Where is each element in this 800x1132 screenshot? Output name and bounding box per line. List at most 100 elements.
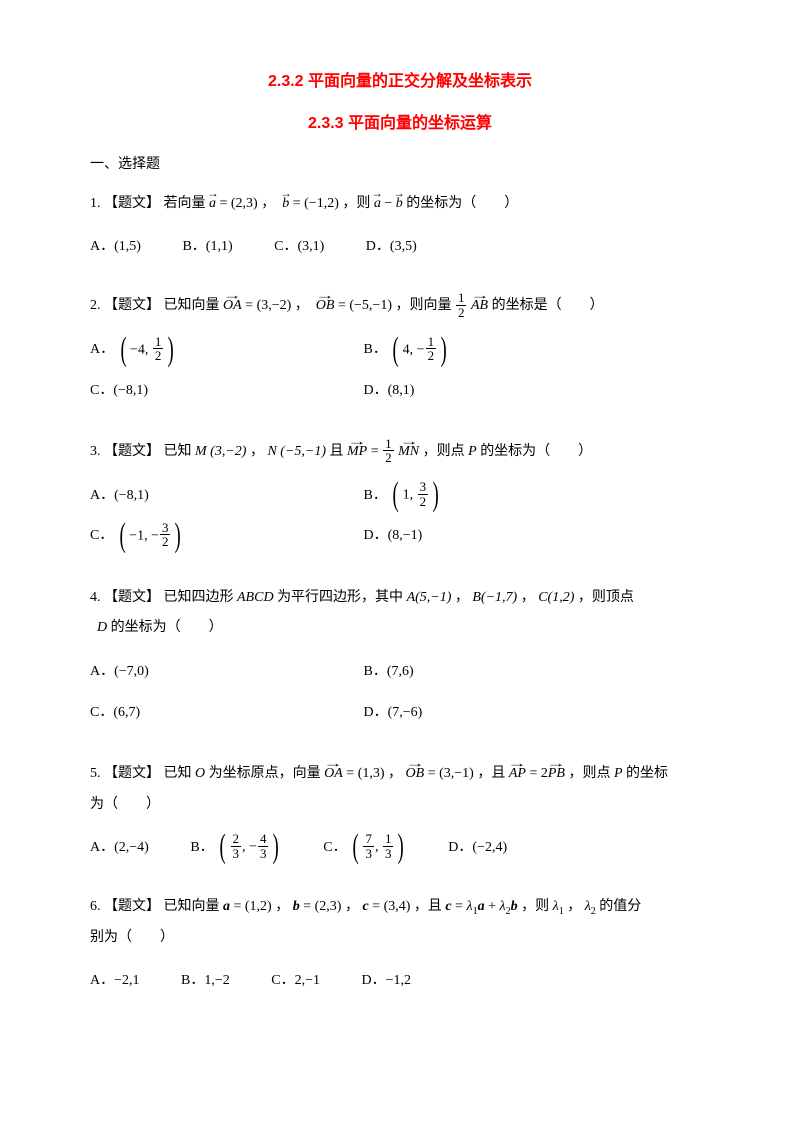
q1-optB-val: (1,1) [206, 239, 233, 254]
q6-bval: = (2,3) [300, 899, 342, 914]
page-title-2: 2.3.3 平面向量的坐标运算 [90, 112, 710, 136]
q3-optC-label: C． [90, 528, 113, 543]
q2-OA-val: = (3,−2) [245, 298, 291, 313]
q2-tag: 【题文】 [104, 298, 160, 313]
q4-C: C(1,2) [538, 590, 574, 605]
q5-P: P [614, 766, 623, 781]
q1-optC-label: C． [274, 239, 297, 254]
q3-eq: = [371, 444, 382, 459]
d2: 3 [258, 846, 269, 861]
q6-stem: 6. 【题文】 已知向量 a = (1,2) ， b = (2,3) ， c =… [90, 892, 710, 954]
q2-optA-inner: −4, [130, 342, 152, 357]
q6-options: A．−2,1 B．1,−2 C．2,−1 D．−1,2 [90, 964, 710, 998]
eqsym: = [452, 899, 467, 914]
q3-optA: A．(−8,1) [90, 478, 360, 514]
q5b-f1: 23 [231, 832, 242, 860]
q6-s4: ，且 [414, 899, 442, 914]
q4-s5: ，则顶点 [578, 590, 634, 605]
q2-frac-num: 1 [456, 291, 467, 305]
q6-s6: ， [567, 899, 581, 914]
q6-optB: B．1,−2 [181, 964, 230, 998]
q4-optB: B．(7,6) [364, 654, 414, 690]
q2-optA: A． (−4, 12) [90, 332, 360, 368]
q6-optA-label: A． [90, 973, 114, 988]
q1-optD-label: D． [366, 239, 390, 254]
vec-PB-icon: PB [548, 759, 565, 790]
vec-OB2-icon: OB [406, 759, 425, 790]
q4-s1: 已知四边形 [164, 590, 234, 605]
q5-s4: ，且 [477, 766, 505, 781]
plus: + [485, 899, 500, 914]
vec-OA-icon: OA [223, 291, 242, 322]
q6-optB-val: 1,−2 [204, 973, 229, 988]
q4-optD-val: (7,−6) [388, 705, 423, 720]
q6-num: 6. [90, 899, 101, 914]
q6-s7: 的值分 [599, 899, 641, 914]
vec-AP-icon: AP [509, 759, 526, 790]
n4: 1 [383, 832, 394, 846]
vec-a2-icon: a [374, 189, 381, 220]
q4-optC-val: (6,7) [113, 705, 140, 720]
q1-num: 1. [90, 196, 101, 211]
q2-OB-val: = (−5,−1) [338, 298, 392, 313]
q3-optD-label: D． [364, 528, 388, 543]
q3-fn: 1 [383, 437, 394, 451]
q5-num: 5. [90, 766, 101, 781]
q6-sub1: 1 [559, 906, 564, 917]
q1-optC-val: (3,1) [297, 239, 324, 254]
q3-N: N (−5,−1) [267, 444, 326, 459]
a2: a [478, 899, 485, 914]
q6-optD-label: D． [362, 973, 386, 988]
q1-s4: 的坐标为（ ） [406, 196, 518, 211]
q1-stem: 1. 【题文】 若向量 a = (2,3) ， b = (−1,2) ，则 a … [90, 189, 710, 220]
q4-optD-label: D． [364, 705, 388, 720]
q1-optB-label: B． [182, 239, 205, 254]
q4-B: B(−1,7) [472, 590, 517, 605]
d4: 3 [383, 846, 394, 861]
q4-optA-label: A． [90, 664, 114, 679]
q6-a: a [223, 899, 230, 914]
q4-optB-val: (7,6) [387, 664, 414, 679]
q2-optB: B． (4, −12) [364, 332, 450, 368]
q4-D: D [97, 620, 107, 635]
q4-row2: C．(6,7) D．(7,−6) [90, 695, 710, 731]
q2-s3: ，则向量 [395, 298, 451, 313]
q5c-f1: 73 [363, 832, 374, 860]
q1-optB: B．(1,1) [182, 230, 232, 264]
q4-row1: A．(−7,0) B．(7,6) [90, 654, 710, 690]
q5-optB: B． (23, −43) [190, 831, 281, 865]
q5-optC: C． (73, 13) [323, 831, 407, 865]
q3-optB-label: B． [364, 488, 387, 503]
q5-OA-val: = (1,3) [343, 766, 385, 781]
vec-a-icon: a [209, 189, 216, 220]
q2-frac-den: 2 [456, 305, 467, 320]
q2-frac: 12 [456, 291, 467, 319]
q2-row1: A． (−4, 12) B． (4, −12) [90, 332, 710, 368]
q3-optD: D．(8,−1) [364, 518, 423, 554]
q4-optD: D．(7,−6) [364, 695, 423, 731]
q1-s1: 若向量 [164, 196, 206, 211]
q4-optB-label: B． [364, 664, 387, 679]
q3-s4: ，则点 [423, 444, 465, 459]
q3-optB-inner: 1, [403, 488, 417, 503]
q1-options: A．(1,5) B．(1,1) C．(3,1) D．(3,5) [90, 230, 710, 264]
q2-optA-label: A． [90, 342, 114, 357]
question-1: 1. 【题文】 若向量 a = (2,3) ， b = (−1,2) ，则 a … [90, 189, 710, 263]
q3-s1: 已知 [164, 444, 192, 459]
f-n: 1 [153, 335, 164, 349]
q1-beq: = (−1,2) [293, 196, 339, 211]
q6-optD-val: −1,2 [386, 973, 411, 988]
q1-s3: ，则 [342, 196, 370, 211]
q3-optD-val: (8,−1) [388, 528, 423, 543]
q6-optB-label: B． [181, 973, 204, 988]
q5-s1: 已知 [164, 766, 192, 781]
q3bfn: 3 [418, 480, 429, 494]
q3-row2: C． (−1, −32) D．(8,−1) [90, 518, 710, 554]
q5-s6: 的坐标 [626, 766, 668, 781]
q2-optC-val: (−8,1) [113, 383, 148, 398]
q4-num: 4. [90, 590, 101, 605]
question-4: 4. 【题文】 已知四边形 ABCD 为平行四边形，其中 A(5,−1) ， B… [90, 583, 710, 731]
q6-b: b [293, 899, 300, 914]
q6-cval: = (3,4) [369, 899, 411, 914]
q5-optB-paren: (23, −43) [217, 832, 282, 863]
